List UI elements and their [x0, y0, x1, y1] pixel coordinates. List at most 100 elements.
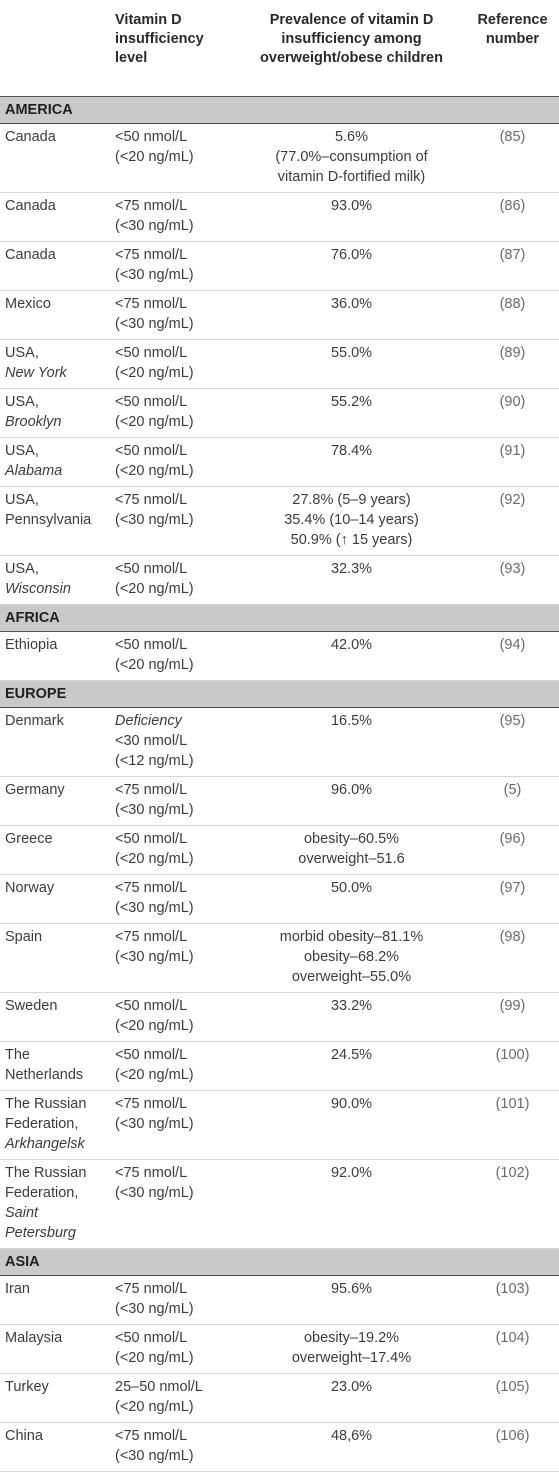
table-row: The Netherlands <50 nmol/L (<20 ng/mL) 24.5%… [0, 1041, 559, 1091]
country-cell: USA, Wisconsin [0, 555, 110, 605]
cell-line: (<30 ng/mL) [115, 316, 194, 332]
table-row: Norway <75 nmol/L (<30 ng/mL) 50.0% (97) [0, 874, 559, 924]
header-country [0, 0, 110, 97]
cell-line: Vitamin D [115, 12, 182, 28]
reference-cell: (103) [466, 1275, 559, 1325]
cell-line: Canada [5, 198, 56, 214]
country-cell: Canada [0, 192, 110, 242]
level-cell: <75 nmol/L (<30 ng/mL) [110, 874, 237, 924]
prevalence-cell: obesity–60.5% overweight–51.6 [237, 825, 466, 875]
cell-line: <75 nmol/L [115, 492, 188, 508]
cell-line: USA, [5, 345, 39, 361]
level-cell: <75 nmol/L (<30 ng/mL) [110, 290, 237, 340]
level-cell: <75 nmol/L (<30 ng/mL) [110, 1090, 237, 1160]
cell-line: 16.5% [330, 713, 373, 729]
cell-line: Arkhangelsk [5, 1136, 85, 1152]
cell-line: (<20 ng/mL) [115, 149, 194, 165]
cell-line: Deficiency [115, 713, 182, 729]
cell-line: (<30 ng/mL) [115, 949, 194, 965]
table-body: AMERICA Canada <50 nmol/L (<20 ng/mL) 5.6% (7… [0, 96, 559, 1472]
cell-line: 5.6% [334, 129, 369, 145]
country-cell: Sweden [0, 992, 110, 1042]
cell-line: insufficiency [115, 31, 204, 47]
cell-line: 24.5% [330, 1047, 373, 1063]
prevalence-cell: 27.8% (5–9 years) 35.4% (10–14 years) 50.9… [237, 486, 466, 556]
region-label: AFRICA [0, 604, 559, 632]
cell-line: insufficiency among [281, 31, 422, 47]
cell-line: The [5, 1047, 30, 1063]
prevalence-cell: 78.4% [237, 437, 466, 487]
cell-line: Denmark [5, 713, 64, 729]
level-cell: <75 nmol/L (<30 ng/mL) [110, 1159, 237, 1249]
prevalence-cell: 95.6% [237, 1275, 466, 1325]
reference-cell: (104) [466, 1324, 559, 1374]
cell-line: 32.3% [330, 561, 373, 577]
reference-cell: (100) [466, 1041, 559, 1091]
level-cell: <50 nmol/L (<20 ng/mL) [110, 437, 237, 487]
prevalence-cell: 55.0% [237, 339, 466, 389]
table-row: Mexico <75 nmol/L (<30 ng/mL) 36.0% (88) [0, 290, 559, 340]
cell-line: <50 nmol/L [115, 129, 188, 145]
country-cell: Norway [0, 874, 110, 924]
country-cell: The Netherlands [0, 1041, 110, 1091]
level-cell: <75 nmol/L (<30 ng/mL) [110, 192, 237, 242]
cell-line: Petersburg [5, 1225, 76, 1241]
level-cell: <50 nmol/L (<20 ng/mL) [110, 339, 237, 389]
cell-line: obesity–19.2% [303, 1330, 400, 1346]
cell-line: 35.4% (10–14 years) [284, 512, 419, 528]
cell-line: 23.0% [330, 1379, 373, 1395]
cell-line: 55.0% [330, 345, 373, 361]
prevalence-cell: 93.0% [237, 192, 466, 242]
cell-line: Prevalence of vitamin D [269, 12, 434, 28]
level-cell: <50 nmol/L (<20 ng/mL) [110, 388, 237, 438]
level-cell: Deficiency <30 nmol/L (<12 ng/mL) [110, 707, 237, 777]
region-row: AMERICA [0, 96, 559, 124]
table-row: USA, Alabama <50 nmol/L (<20 ng/mL) 78.4% (91… [0, 437, 559, 487]
prevalence-cell: 50.0% [237, 874, 466, 924]
country-cell: Malaysia [0, 1324, 110, 1374]
table-row: USA, New York <50 nmol/L (<20 ng/mL) 55.0% (8… [0, 339, 559, 389]
cell-line: 36.0% [330, 296, 373, 312]
country-cell: Ethiopia [0, 631, 110, 681]
cell-line: number [485, 31, 540, 47]
prevalence-cell: 90.0% [237, 1090, 466, 1160]
cell-line: <75 nmol/L [115, 1096, 188, 1112]
level-cell: <50 nmol/L (<20 ng/mL) [110, 1324, 237, 1374]
level-cell: <75 nmol/L (<30 ng/mL) [110, 776, 237, 826]
cell-line: <50 nmol/L [115, 394, 188, 410]
reference-cell: (95) [466, 707, 559, 777]
level-cell: <75 nmol/L (<30 ng/mL) [110, 486, 237, 556]
cell-line: 95.6% [330, 1281, 373, 1297]
cell-line: Ethiopia [5, 637, 58, 653]
cell-line: overweight–55.0% [291, 969, 412, 985]
country-cell: USA, Alabama [0, 437, 110, 487]
cell-line: Reference [477, 12, 548, 28]
level-cell: <75 nmol/L (<30 ng/mL) [110, 241, 237, 291]
cell-line: (<30 ng/mL) [115, 218, 194, 234]
country-cell: The Russian Federation, Saint Petersburg [0, 1159, 110, 1249]
reference-cell: (93) [466, 555, 559, 605]
cell-line: <50 nmol/L [115, 637, 188, 653]
reference-cell: (97) [466, 874, 559, 924]
level-cell: <50 nmol/L (<20 ng/mL) [110, 1041, 237, 1091]
table-row: Greece <50 nmol/L (<20 ng/mL) obesity–60.5%… [0, 825, 559, 875]
table-row: China <75 nmol/L (<30 ng/mL) 48,6% (106) [0, 1422, 559, 1472]
cell-line: (<20 ng/mL) [115, 414, 194, 430]
reference-cell: (94) [466, 631, 559, 681]
cell-line: 25–50 nmol/L [115, 1379, 203, 1395]
reference-cell: (106) [466, 1422, 559, 1472]
cell-line: 76.0% [330, 247, 373, 263]
prevalence-cell: 92.0% [237, 1159, 466, 1249]
country-cell: Mexico [0, 290, 110, 340]
cell-line: (<20 ng/mL) [115, 1350, 194, 1366]
header-insufficiency-level: Vitamin D insufficiency level [110, 0, 237, 97]
cell-line: Brooklyn [5, 414, 62, 430]
cell-line: overweight–51.6 [298, 851, 405, 867]
cell-line: (<20 ng/mL) [115, 1399, 194, 1415]
cell-line: Wisconsin [5, 581, 71, 597]
cell-line: (<20 ng/mL) [115, 581, 194, 597]
reference-cell: (91) [466, 437, 559, 487]
cell-line: <50 nmol/L [115, 561, 188, 577]
